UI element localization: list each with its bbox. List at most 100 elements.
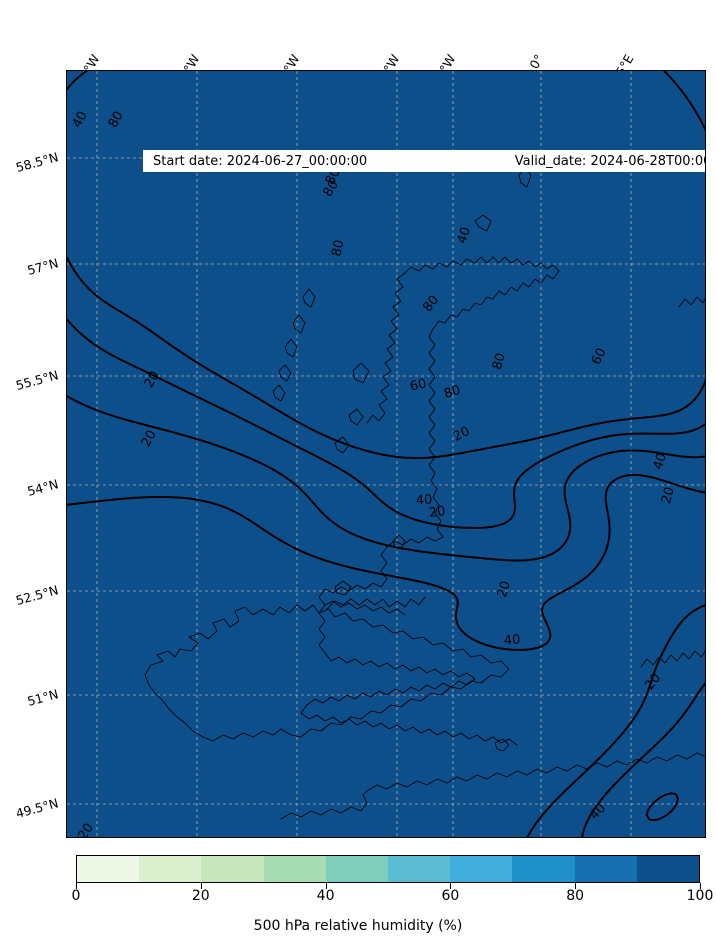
map-plot-area[interactable]: 40 80 80 80 20 40 80 80 80 60 60 80 20 20 40 20 20 40 20 40… [66,70,706,838]
colorbar-ticks [76,883,702,891]
contour-label-value: 20 [659,485,678,505]
valid-date-text: Valid_date: 2024-06-28T00:00:00.00 [514,153,705,169]
contour-label-value: 40 [503,632,521,648]
coastline-segment-14 [292,314,306,334]
colorbar-swatch-3 [263,856,326,882]
colorbar-swatch-8 [574,856,637,882]
contour-label-1: 80 [106,109,127,131]
lat-tick-label-2: 55.5°N [14,367,60,393]
colorbar-tick-5 [700,883,702,889]
contour-label-value: 40 [651,451,670,471]
coastline-segment-15 [284,338,298,358]
humidity-band-90-100 [67,71,705,837]
contour-label-value: 60 [589,346,610,367]
contour-label-value: 20 [139,428,160,450]
contour-label-13: 20 [451,424,472,445]
lat-tick-label-1: 57°N [25,255,60,278]
colorbar-tick-label-5: 100 [686,888,714,904]
colorbar-swatch-0 [77,856,140,882]
humidity-fill-bands [67,71,705,837]
contour-label-10: 60 [409,376,428,394]
colorbar-swatch-6 [450,856,513,882]
coastline-segment-0 [144,604,510,676]
contour-label-value: 80 [321,178,342,200]
lat-tick-label-5: 51°N [25,686,60,709]
contour-label-value: 80 [490,351,509,371]
contour-label-6: 80 [321,178,342,200]
contour-label-value: 80 [329,239,347,258]
contour-label-22: 20 [76,821,97,837]
colorbar-swatch-7 [512,856,575,882]
contour-label-14: 40 [651,451,670,471]
coastline-segment-25 [334,436,350,454]
colorbar-tick-label-0: 0 [71,888,81,904]
contour-label-3: 80 [329,239,347,258]
coastline-segment-4 [428,270,560,538]
colorbar-tick-label-4: 80 [566,888,585,904]
contour-label-7: 80 [490,351,509,371]
coastline-segment-3 [366,256,560,424]
contour-label-value: 80 [106,109,127,131]
contour-label-12: 20 [139,428,160,450]
coastline-segment-24 [348,408,364,426]
contour-label-value: 20 [451,424,472,445]
start-date-text: Start date: 2024-06-27_00:00:00 [153,153,368,169]
contour-label-0: 40 [70,109,91,131]
lat-tick-label-6: 49.5°N [14,795,60,821]
coastline-segment-21 [494,738,510,752]
contour-label-value: 20 [495,579,514,599]
coastline-segment-13 [302,288,316,308]
contour-label-value: 20 [142,369,163,391]
date-banner: Start date: 2024-06-27_00:00:00 Valid_da… [143,150,705,172]
colorbar-swatch-2 [201,856,264,882]
coastline-segment-16 [278,364,292,382]
coastline-segment-8 [366,752,705,792]
colorbar-swatch-5 [388,856,451,882]
contour-label-value: 60 [409,376,428,394]
colorbar-tick-2 [325,883,327,889]
colorbar-tick-1 [200,883,202,889]
coastline-layer [144,160,705,820]
coastline-segment-6 [324,600,406,616]
colorbar-tick-label-2: 40 [316,888,335,904]
coastline-segment-11 [678,296,705,308]
contour-label-value: 40 [70,109,91,131]
contour-line-layer [67,71,705,837]
colorbar-tick-0 [76,883,78,889]
colorbar[interactable] [76,855,700,883]
contour-label-value: 40 [455,225,474,245]
colorbar-tick-label-3: 60 [441,888,460,904]
lat-tick-label-4: 52.5°N [14,582,60,608]
contour-label-value: 20 [428,504,446,521]
lat-tick-label-3: 54°N [25,476,60,499]
contour-line-60 [67,318,705,821]
colorbar-title: 500 hPa relative humidity (%) [253,918,463,934]
contour-label-15: 20 [659,485,678,505]
contour-label-5: 40 [455,225,474,245]
contour-label-9: 60 [589,346,610,367]
colorbar-tick-4 [575,883,577,889]
contour-line-80 [67,71,705,459]
lat-tick-label-0: 58.5°N [14,149,60,175]
coastline-segment-10 [640,650,705,668]
colorbar-tick-label-1: 20 [191,888,210,904]
coastline-segment-23 [352,362,370,384]
contour-label-17: 40 [415,492,433,508]
coastline-segment-22 [334,580,352,596]
contour-label-value: 80 [442,383,462,402]
colorbar-tick-labels: 0 20 40 60 80 100 [0,888,716,908]
contour-line-20 [67,473,705,837]
colorbar-swatch-9 [636,856,700,882]
contour-label-4: 20 [142,369,163,391]
colorbar-tick-3 [450,883,452,889]
coastline-segment-7 [300,678,518,746]
contour-label-16: 20 [428,504,446,521]
contour-label-18: 20 [495,579,514,599]
coastline-segment-1 [144,668,510,742]
coastline-segment-9 [280,790,368,820]
contour-label-11: 80 [442,383,462,402]
contour-line-40 [67,395,705,837]
